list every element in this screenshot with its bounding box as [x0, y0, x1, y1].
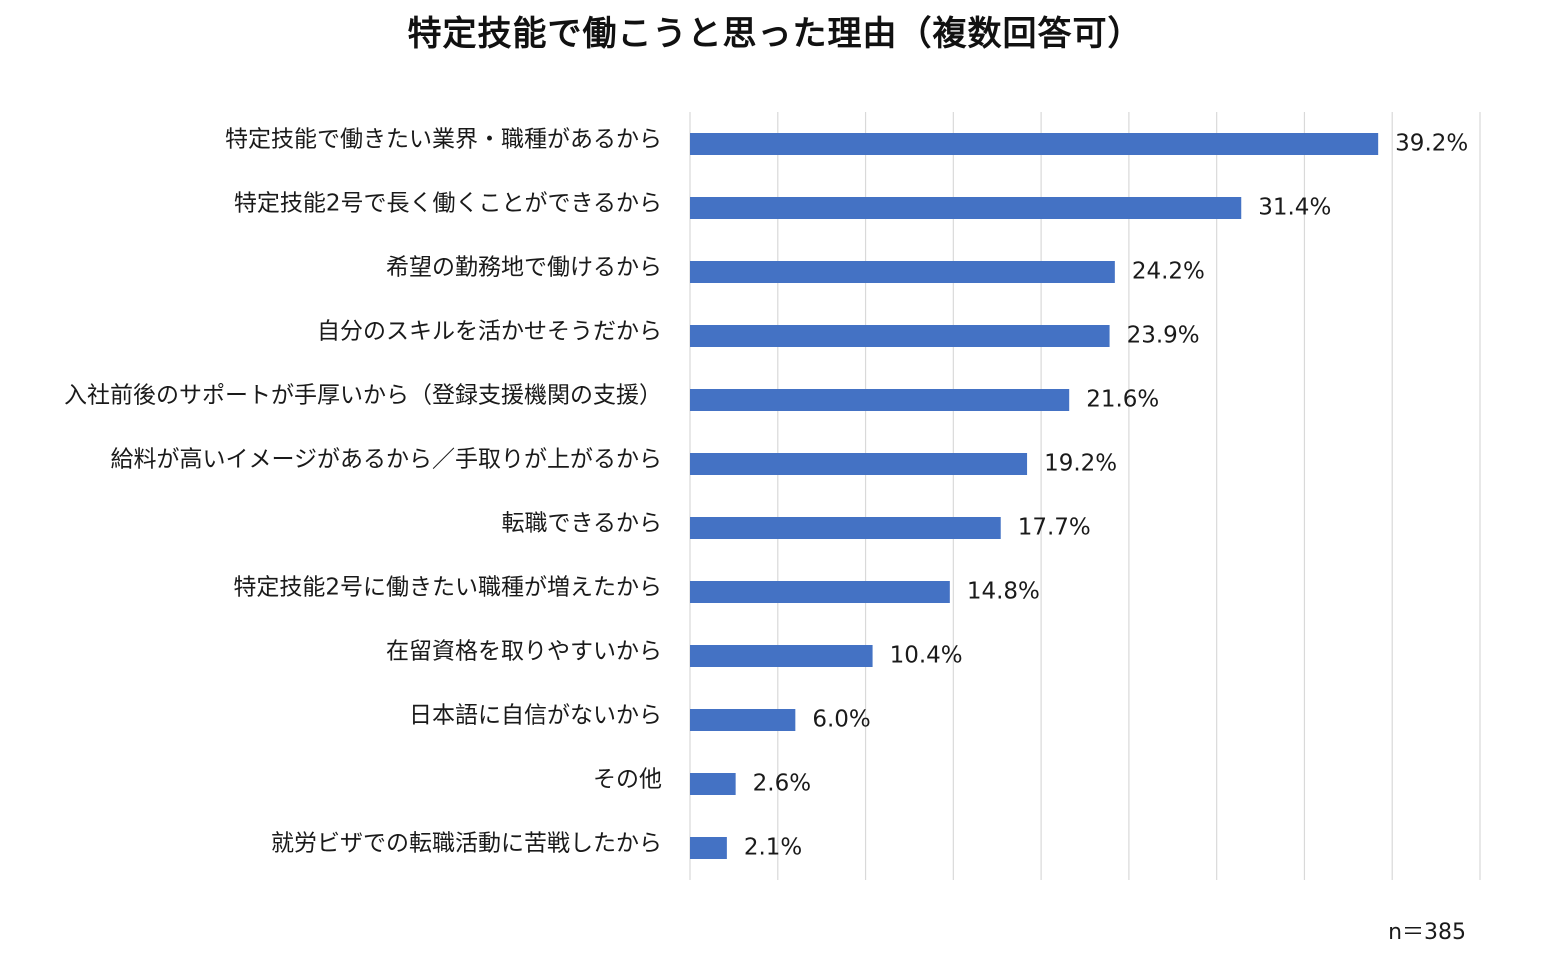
category-label-5: 給料が高いイメージがあるから／手取りが上がるから [110, 447, 662, 473]
bar-9 [690, 709, 796, 731]
category-label-7: 特定技能2号に働きたい職種が増えたから [233, 575, 662, 601]
bar-6 [690, 517, 1001, 539]
bar-10 [690, 773, 736, 795]
category-label-10: その他 [593, 767, 662, 793]
value-label-0: 39.2% [1395, 131, 1468, 157]
value-label-4: 21.6% [1086, 387, 1159, 413]
chart-title: 特定技能で働こうと思った理由（複数回答可） [407, 14, 1143, 54]
category-labels: 特定技能で働きたい業界・職種があるから特定技能2号で長く働くことができるから希望… [64, 127, 662, 857]
category-label-8: 在留資格を取りやすいから [386, 639, 662, 665]
bar-0 [690, 133, 1379, 155]
value-label-3: 23.9% [1127, 323, 1200, 349]
category-label-4: 入社前後のサポートが手厚いから（登録支援機関の支援） [64, 383, 662, 409]
value-label-1: 31.4% [1258, 195, 1331, 221]
category-label-11: 就労ビザでの転職活動に苦戦したから [271, 831, 662, 857]
category-label-0: 特定技能で働きたい業界・職種があるから [225, 127, 662, 153]
bar-3 [690, 325, 1110, 347]
value-label-5: 19.2% [1044, 451, 1117, 477]
gridlines [689, 112, 1481, 880]
bars [690, 133, 1379, 859]
category-label-2: 希望の勤務地で働けるから [386, 255, 662, 281]
category-label-3: 自分のスキルを活かせそうだから [317, 319, 662, 345]
bar-1 [690, 197, 1242, 219]
value-label-8: 10.4% [890, 643, 963, 669]
bar-4 [690, 389, 1070, 411]
value-label-11: 2.1% [744, 835, 802, 861]
category-label-6: 転職できるから [501, 511, 662, 537]
value-label-7: 14.8% [967, 579, 1040, 605]
bar-11 [690, 837, 727, 859]
value-label-10: 2.6% [753, 771, 811, 797]
bar-2 [690, 261, 1115, 283]
bar-7 [690, 581, 950, 603]
value-label-2: 24.2% [1132, 259, 1205, 285]
sample-size-note: n＝385 [1388, 920, 1466, 945]
bar-5 [690, 453, 1028, 475]
category-label-1: 特定技能2号で長く働くことができるから [234, 191, 662, 217]
category-label-9: 日本語に自信がないから [409, 703, 662, 729]
bar-8 [690, 645, 873, 667]
value-label-9: 6.0% [812, 707, 870, 733]
value-labels: 39.2% 31.4% 24.2% 23.9% 21.6% 19.2% 17.7% 14.8%… [744, 131, 1468, 861]
value-label-6: 17.7% [1018, 515, 1091, 541]
